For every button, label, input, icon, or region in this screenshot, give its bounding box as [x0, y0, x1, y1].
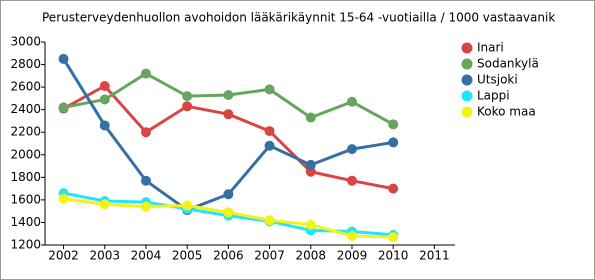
- y-tick-label: 3000: [10, 35, 41, 49]
- legend-marker: [461, 90, 473, 102]
- data-point: [305, 219, 316, 230]
- data-point: [99, 199, 110, 210]
- y-tick-label: 2000: [10, 147, 41, 161]
- data-point: [264, 84, 275, 95]
- data-point: [99, 80, 110, 91]
- x-tick-label: 2002: [48, 249, 79, 263]
- data-point: [346, 144, 357, 155]
- data-point: [58, 102, 69, 113]
- y-tick-label: 1200: [10, 238, 41, 252]
- x-tick-label: 2004: [131, 249, 162, 263]
- data-point: [305, 159, 316, 170]
- x-tick-label: 2003: [89, 249, 120, 263]
- data-point: [264, 140, 275, 151]
- data-point: [99, 94, 110, 105]
- y-tick-label: 1600: [10, 192, 41, 206]
- data-point: [346, 175, 357, 186]
- data-point: [58, 53, 69, 64]
- data-point: [140, 68, 151, 79]
- x-tick-label: 2006: [213, 249, 244, 263]
- legend-label: Lappi: [477, 89, 510, 103]
- x-tick-label: 2005: [172, 249, 203, 263]
- y-tick-label: 1800: [10, 170, 41, 184]
- chart-title: Perusterveydenhuollon avohoidon lääkärik…: [42, 11, 555, 25]
- data-point: [99, 120, 110, 131]
- y-tick-label: 2200: [10, 125, 41, 139]
- legend-label: Sodankylä: [477, 57, 539, 71]
- data-point: [346, 230, 357, 241]
- data-point: [223, 109, 234, 120]
- data-point: [140, 175, 151, 186]
- data-point: [346, 96, 357, 107]
- data-point: [140, 201, 151, 212]
- x-tick-label: 2011: [419, 249, 450, 263]
- data-point: [58, 193, 69, 204]
- data-point: [388, 183, 399, 194]
- data-point: [388, 232, 399, 243]
- data-point: [223, 189, 234, 200]
- data-point: [264, 215, 275, 226]
- x-tick-label: 2008: [296, 249, 327, 263]
- legend-label: Utsjoki: [477, 73, 518, 87]
- y-tick-label: 2400: [10, 102, 41, 116]
- legend-label: Inari: [477, 41, 504, 55]
- data-point: [388, 119, 399, 130]
- legend-marker: [461, 42, 473, 54]
- x-tick-label: 2009: [337, 249, 368, 263]
- x-tick-label: 2007: [254, 249, 285, 263]
- y-tick-label: 1400: [10, 215, 41, 229]
- data-point: [388, 137, 399, 148]
- data-point: [140, 127, 151, 138]
- data-point: [305, 112, 316, 123]
- data-point: [223, 90, 234, 101]
- data-point: [182, 200, 193, 211]
- legend-marker: [461, 58, 473, 70]
- data-point: [182, 91, 193, 102]
- data-point: [223, 207, 234, 218]
- data-point: [264, 126, 275, 137]
- data-point: [182, 101, 193, 112]
- x-tick-label: 2010: [378, 249, 409, 263]
- legend-label: Koko maa: [477, 105, 536, 119]
- y-tick-label: 2800: [10, 57, 41, 71]
- legend-marker: [461, 74, 473, 86]
- y-tick-label: 2600: [10, 80, 41, 94]
- legend-marker: [461, 106, 473, 118]
